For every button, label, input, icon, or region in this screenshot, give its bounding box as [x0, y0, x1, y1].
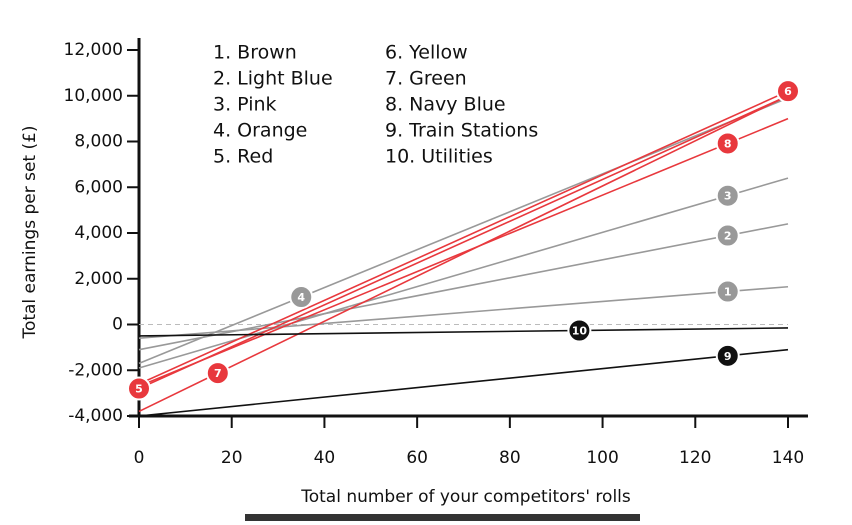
series-badge-label: 10 [572, 325, 588, 338]
x-tick-label: 100 [586, 448, 618, 468]
series-badge [127, 376, 151, 401]
series-line [138, 223, 789, 351]
y-tick-label: 8,000 [74, 132, 123, 152]
series-line [138, 95, 789, 390]
series-line [138, 95, 789, 413]
series-badge-label: 7 [214, 367, 222, 380]
series-badge-label: 1 [724, 286, 732, 299]
series-badge [715, 223, 740, 248]
series-badge [289, 285, 314, 310]
series-badge-label: 9 [724, 350, 732, 363]
legend-entry: 3. Pink [213, 94, 277, 116]
legend-entry: 10. Utilities [385, 146, 493, 168]
x-tick-label: 140 [772, 448, 804, 468]
series-badge [205, 361, 230, 386]
series-badge [776, 79, 800, 104]
legend-entry: 5. Red [213, 146, 273, 168]
x-tick-label: 20 [221, 448, 243, 468]
y-axis-label: Total earnings per set (£) [20, 125, 40, 339]
series-line [138, 177, 789, 369]
series-badge [715, 183, 740, 208]
y-tick-label: -4,000 [68, 406, 123, 426]
x-tick-label: 40 [314, 448, 336, 468]
y-tick-label: 2,000 [74, 269, 123, 289]
x-tick-label: 80 [499, 448, 521, 468]
legend-entry: 9. Train Stations [385, 120, 538, 142]
series-badge-label: 6 [784, 85, 792, 98]
series-line [138, 285, 789, 340]
series-badge [715, 343, 740, 368]
y-tick-label: 4,000 [74, 223, 123, 243]
y-tick-label: 10,000 [64, 86, 123, 106]
legend-entry: 1. Brown [213, 42, 297, 64]
legend-entry: 6. Yellow [385, 42, 468, 64]
series-badge [715, 131, 740, 156]
scroll-bar [245, 514, 640, 521]
series-badge [715, 279, 740, 304]
series-line [138, 117, 789, 388]
series-badge-label: 3 [724, 190, 732, 203]
x-axis-label: Total number of your competitors' rolls [300, 487, 631, 507]
series-badge [567, 318, 592, 343]
x-tick-label: 120 [679, 448, 711, 468]
series-line [138, 348, 789, 417]
y-tick-label: 6,000 [74, 177, 123, 197]
series-badge-label: 4 [297, 291, 305, 304]
y-tick-label: 12,000 [64, 40, 123, 60]
series-line [138, 327, 789, 337]
legend-entry: 7. Green [385, 68, 467, 90]
series-line [138, 97, 789, 365]
x-tick-label: 60 [406, 448, 428, 468]
series-badge-label: 5 [135, 383, 143, 396]
legend-entry: 2. Light Blue [213, 68, 333, 90]
series-badge-label: 2 [724, 230, 732, 243]
y-tick-label: 0 [112, 315, 123, 335]
legend-entry: 8. Navy Blue [385, 94, 506, 116]
series-badge-label: 8 [724, 137, 732, 150]
legend-entry: 4. Orange [213, 120, 307, 142]
y-tick-label: -2,000 [68, 360, 123, 380]
x-tick-label: 0 [134, 448, 145, 468]
